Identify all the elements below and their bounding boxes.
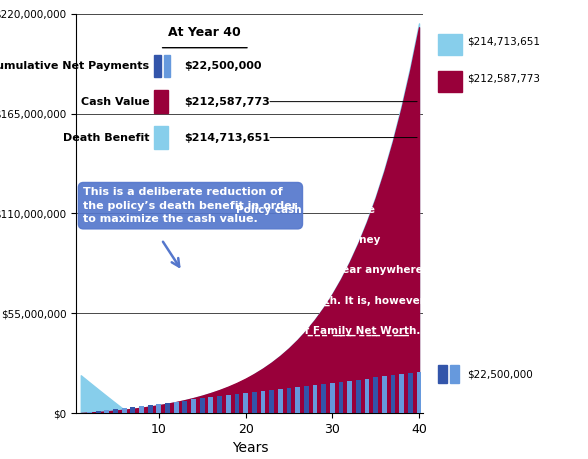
Bar <box>164 55 170 77</box>
Bar <box>174 402 179 413</box>
Bar <box>286 388 291 413</box>
Text: $22,500,000: $22,500,000 <box>467 369 533 379</box>
Bar <box>390 375 395 413</box>
Text: IDGT is forgotten money: IDGT is forgotten money <box>236 235 380 246</box>
Bar <box>348 381 352 413</box>
Text: as it does not appear anywhere: as it does not appear anywhere <box>236 265 423 275</box>
Bar <box>105 410 109 413</box>
Text: Death Benefit: Death Benefit <box>63 133 149 143</box>
Text: $22,500,000: $22,500,000 <box>184 61 262 71</box>
Text: This is a deliberate reduction of
the policy’s death benefit in order
to maximiz: This is a deliberate reduction of the po… <box>83 187 298 224</box>
Bar <box>235 394 239 413</box>
Bar <box>252 392 256 413</box>
Bar <box>417 372 422 413</box>
Bar <box>365 379 369 413</box>
Bar <box>382 376 387 413</box>
Bar <box>408 373 413 413</box>
Text: Policy cash value in the: Policy cash value in the <box>236 206 375 215</box>
Text: $212,587,773: $212,587,773 <box>184 97 270 106</box>
Bar <box>339 382 343 413</box>
X-axis label: Years: Years <box>232 442 268 455</box>
Text: Cumulative Net Payments: Cumulative Net Payments <box>0 61 149 71</box>
Bar <box>373 377 378 413</box>
Bar <box>260 391 265 413</box>
Bar <box>200 398 205 413</box>
Bar <box>182 401 187 413</box>
Bar <box>304 386 309 413</box>
Bar <box>155 55 161 77</box>
Bar <box>139 406 144 413</box>
Text: $212,587,773: $212,587,773 <box>467 73 540 83</box>
Bar <box>243 393 248 413</box>
Bar <box>226 395 230 413</box>
Text: within ̲N̲e̲t̲ ̲W̲o̲r̲t̲h. It is, however,: within ̲N̲e̲t̲ ̲W̲o̲r̲t̲h. It is, howeve… <box>236 295 427 306</box>
Bar <box>156 403 161 413</box>
Bar <box>155 90 168 113</box>
Bar <box>148 405 152 413</box>
Bar <box>330 383 335 413</box>
Bar <box>191 399 196 413</box>
Bar <box>269 390 274 413</box>
Bar <box>165 403 170 413</box>
Bar <box>321 384 326 413</box>
Bar <box>131 407 135 413</box>
Text: a big part of ̲F̲a̲m̲i̲l̲y̲ ̲N̲e̲t̲ ̲W̲o̲r̲t̲h.: a big part of ̲F̲a̲m̲i̲l̲y̲ ̲N̲e̲t̲ ̲W̲o… <box>236 325 420 336</box>
Text: $214,713,651: $214,713,651 <box>467 36 540 46</box>
Bar <box>295 387 300 413</box>
Bar <box>313 385 318 413</box>
Bar <box>399 375 404 413</box>
Bar <box>87 412 92 413</box>
Text: $214,713,651: $214,713,651 <box>184 133 270 143</box>
Bar <box>96 411 101 413</box>
Bar <box>122 408 126 413</box>
Bar <box>155 126 168 149</box>
Text: At Year 40: At Year 40 <box>168 26 241 39</box>
Text: Cash Value: Cash Value <box>81 97 149 106</box>
Bar <box>113 409 118 413</box>
Bar <box>278 389 283 413</box>
Bar <box>356 380 360 413</box>
Bar <box>209 397 213 413</box>
Bar <box>217 396 222 413</box>
